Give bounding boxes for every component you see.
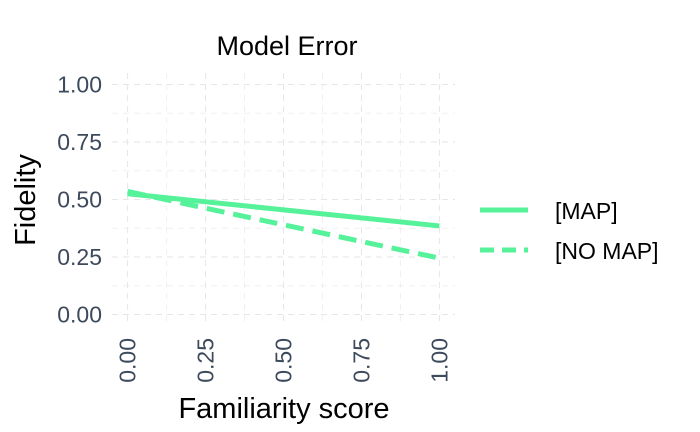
series-line-map xyxy=(127,191,440,229)
x-axis-ticks: 0.00 0.25 0.50 0.75 1.00 xyxy=(115,338,453,383)
series-line-no-map xyxy=(127,189,440,261)
y-tick-label: 0.00 xyxy=(57,302,102,328)
grid xyxy=(112,73,455,326)
x-tick-label: 0.00 xyxy=(115,338,141,383)
x-tick-label: 1.00 xyxy=(426,338,452,383)
y-tick-label: 0.25 xyxy=(57,244,102,270)
legend: [MAP] [NO MAP] xyxy=(480,198,659,264)
x-tick-label: 0.25 xyxy=(193,338,219,383)
chart-title: Model Error xyxy=(216,31,357,61)
y-axis-ticks: 0.00 0.25 0.50 0.75 1.00 xyxy=(57,72,102,328)
y-tick-label: 0.50 xyxy=(57,187,102,213)
x-tick-label: 0.75 xyxy=(348,338,374,383)
y-tick-label: 1.00 xyxy=(57,72,102,98)
x-axis-title: Familiarity score xyxy=(178,393,389,425)
series-layer xyxy=(127,189,440,261)
y-tick-label: 0.75 xyxy=(57,129,102,155)
x-tick-label: 0.50 xyxy=(271,338,297,383)
legend-label-map: [MAP] xyxy=(555,198,618,224)
legend-label-no-map: [NO MAP] xyxy=(555,238,659,264)
y-axis-title: Fidelity xyxy=(10,154,42,246)
